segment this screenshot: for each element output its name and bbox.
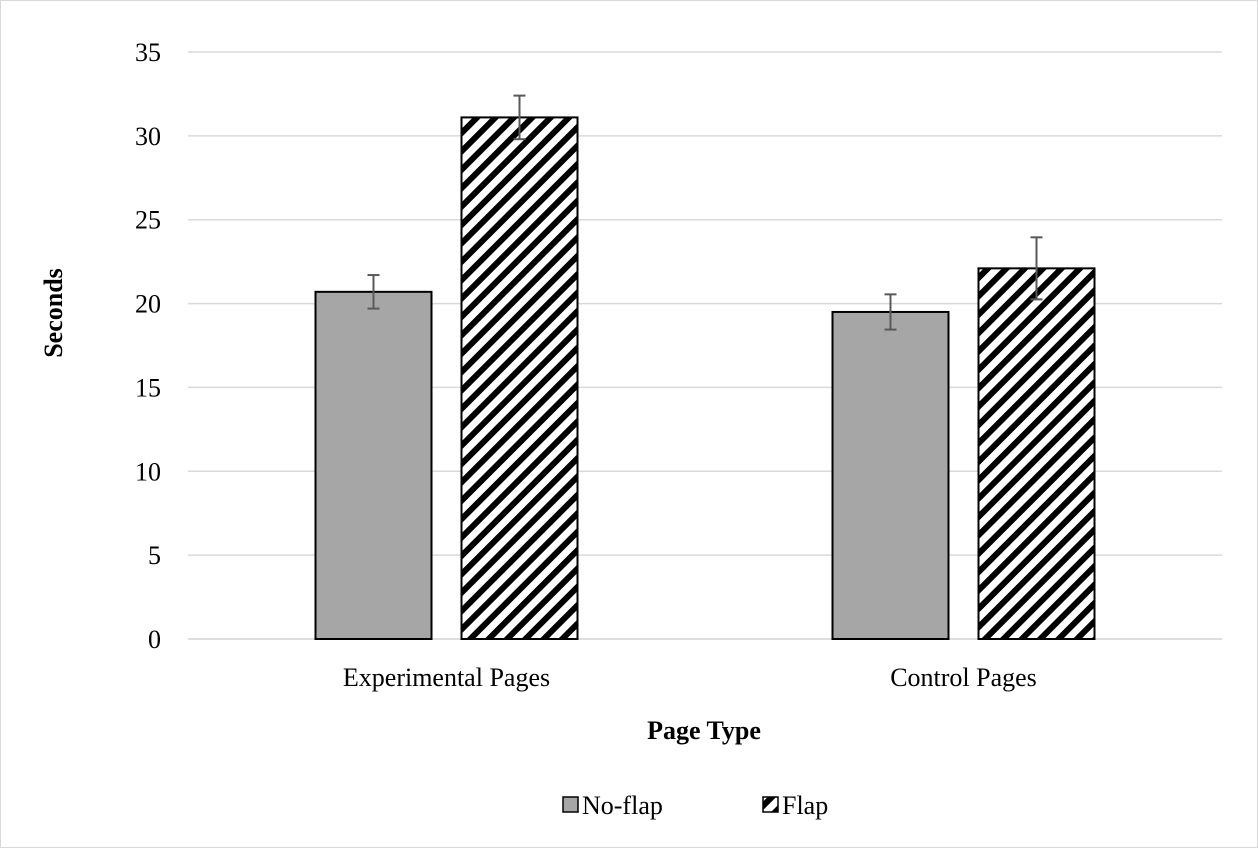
y-tick-label: 25	[135, 206, 161, 235]
legend: No-flap Flap	[562, 791, 828, 820]
legend-swatch	[762, 796, 779, 813]
error-bar	[884, 293, 897, 331]
legend-swatch	[562, 796, 579, 813]
bar-flap-1	[977, 267, 1096, 640]
legend-label: Flap	[782, 791, 828, 820]
x-axis-title: Page Type	[647, 716, 761, 745]
legend-item-no-flap: No-flap	[562, 791, 663, 820]
error-bars	[367, 94, 1043, 331]
x-tick-label: Experimental Pages	[343, 663, 550, 692]
y-axis-tick-labels: 0 5 10 15 20 25 30 35	[135, 38, 161, 654]
legend-label: No-flap	[582, 791, 663, 820]
y-tick-label: 30	[135, 122, 161, 151]
x-axis-tick-labels: Experimental Pages Control Pages	[343, 663, 1037, 692]
y-tick-label: 35	[135, 38, 161, 67]
y-tick-label: 20	[135, 290, 161, 319]
legend-item-flap: Flap	[762, 791, 828, 820]
error-bar	[367, 274, 380, 310]
x-tick-label: Control Pages	[890, 663, 1037, 692]
error-bar	[1030, 236, 1043, 301]
error-bar	[513, 94, 526, 141]
bar-flap-0	[460, 116, 579, 640]
bars	[314, 116, 1096, 640]
bar-no-flap-1	[831, 310, 950, 640]
y-tick-label: 5	[148, 541, 161, 570]
y-tick-label: 15	[135, 373, 161, 402]
y-axis-title: Seconds	[39, 268, 68, 358]
y-tick-label: 10	[135, 457, 161, 486]
bar-no-flap-0	[314, 290, 433, 640]
y-tick-label: 0	[148, 625, 161, 654]
